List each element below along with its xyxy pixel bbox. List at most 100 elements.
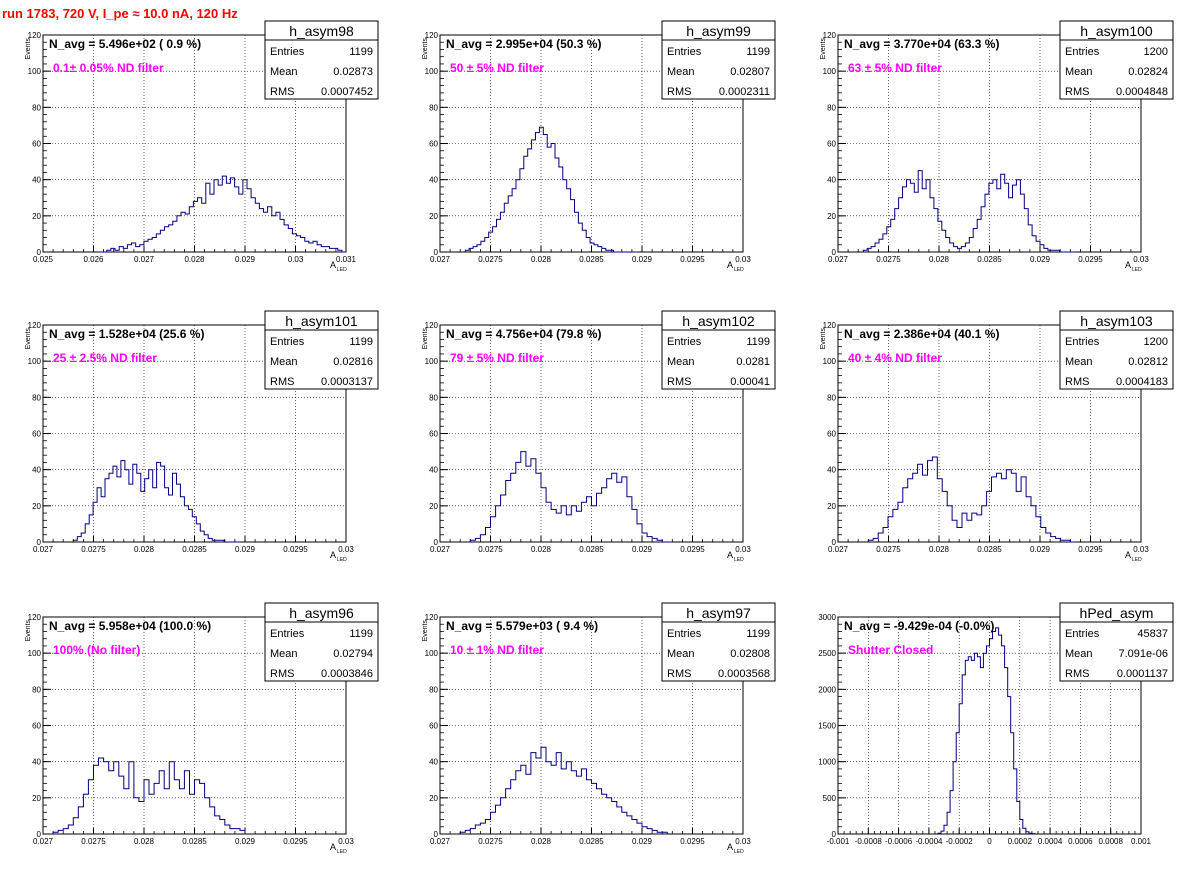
y-tick-label: 40: [32, 758, 41, 767]
stats-value: 0.02808: [730, 648, 770, 660]
navg-label: N_avg = 2.995e+04 (50.3 %): [446, 37, 601, 51]
y-tick-label: 3000: [818, 613, 836, 622]
x-tick-label: 0.0295: [680, 545, 705, 554]
histogram-line: [862, 170, 1076, 253]
filter-label: 63 ± 5% ND filter: [848, 61, 942, 75]
stats-value: 0.0003568: [718, 668, 770, 680]
y-tick-label: 60: [827, 140, 836, 149]
stats-key: RMS: [270, 86, 294, 98]
y-axis-label: Events: [422, 620, 429, 642]
y-axis-label: Events: [25, 328, 32, 350]
stats-value: 0.0003846: [321, 668, 373, 680]
stats-key: Mean: [667, 648, 695, 660]
x-tick-label: -0.0002: [946, 837, 974, 846]
stats-key: Mean: [270, 648, 298, 660]
y-tick-label: 20: [429, 502, 438, 511]
filter-label: 0.1± 0.05% ND filter: [53, 61, 164, 75]
y-tick-label: 40: [827, 176, 836, 185]
histogram-panel: 0.027 0.0275 0.028 0.0285 0.029 0.0295 0.03 0 20…: [25, 310, 379, 563]
y-tick-label: 80: [32, 103, 41, 112]
stats-key: RMS: [667, 668, 691, 680]
x-tick-label: 0.029: [235, 545, 256, 554]
x-axis-label-sub: LED: [337, 557, 347, 563]
histogram-panel: 0.027 0.0275 0.028 0.0285 0.029 0.0295 0.03 0 20…: [422, 602, 776, 855]
y-axis-label: Events: [422, 38, 429, 60]
stats-value: 1199: [349, 336, 373, 348]
y-tick-label: 120: [425, 613, 439, 622]
stats-value: 0.02824: [1128, 66, 1168, 78]
stats-value: 45837: [1137, 628, 1168, 640]
x-tick-label: 0.0295: [283, 837, 308, 846]
y-tick-label: 120: [28, 613, 42, 622]
x-axis-label: A: [1125, 260, 1131, 270]
stats-value: 7.091e-06: [1118, 648, 1168, 660]
navg-label: N_avg = 5.958e+04 (100.0 %): [49, 619, 211, 633]
stats-key: RMS: [1065, 376, 1089, 388]
stats-key: Mean: [270, 356, 298, 368]
navg-label: N_avg = 2.386e+04 (40.1 %): [844, 327, 999, 341]
y-tick-label: 120: [28, 321, 42, 330]
navg-label: N_avg = 1.528e+04 (25.6 %): [49, 327, 204, 341]
stats-key: Mean: [1065, 648, 1093, 660]
x-axis-label: A: [727, 260, 733, 270]
histogram-line: [464, 126, 637, 253]
stats-key: RMS: [1065, 668, 1089, 680]
x-axis-label: A: [1125, 550, 1131, 560]
stats-value: 1200: [1144, 336, 1168, 348]
x-tick-label: 0.029: [632, 545, 653, 554]
stats-key: RMS: [270, 376, 294, 388]
stats-key: Entries: [270, 628, 305, 640]
y-tick-label: 1000: [818, 758, 836, 767]
stats-title: h_asym101: [285, 313, 358, 329]
y-tick-label: 0: [434, 248, 439, 257]
x-axis-label: A: [727, 550, 733, 560]
filter-label: 40 ± 4% ND filter: [848, 351, 942, 365]
y-tick-label: 100: [425, 357, 439, 366]
y-tick-label: 80: [32, 685, 41, 694]
y-tick-label: 0: [434, 830, 439, 839]
x-tick-label: 0.03: [1133, 255, 1149, 264]
y-tick-label: 20: [32, 212, 41, 221]
stats-key: Entries: [667, 336, 702, 348]
stats-key: Mean: [667, 66, 695, 78]
y-tick-label: 80: [429, 685, 438, 694]
x-axis-label: A: [330, 550, 336, 560]
histogram-line: [98, 175, 346, 253]
stats-value: 0.00041: [730, 376, 770, 388]
x-tick-label: 0.0295: [680, 837, 705, 846]
stats-value: 1199: [746, 628, 770, 640]
y-tick-label: 60: [32, 722, 41, 731]
x-tick-label: 0.0285: [579, 545, 604, 554]
x-tick-label: 0.0008: [1098, 837, 1123, 846]
histogram-panel: 0.027 0.0275 0.028 0.0285 0.029 0.0295 0.03 0 20…: [422, 20, 776, 273]
stats-title: h_asym98: [289, 23, 354, 39]
stats-value: 0.02807: [730, 66, 770, 78]
stats-box: [661, 20, 776, 100]
filter-label: 100% (No filter): [53, 643, 140, 657]
stats-value: 0.0002311: [719, 86, 770, 98]
y-tick-label: 60: [429, 430, 438, 439]
stats-key: RMS: [1065, 86, 1089, 98]
page-title: run 1783, 720 V, I_pe ≈ 10.0 nA, 120 Hz: [2, 6, 238, 21]
x-tick-label: 0.028: [531, 545, 552, 554]
y-tick-label: 100: [425, 67, 439, 76]
x-tick-label: 0.0285: [182, 545, 207, 554]
y-tick-label: 2500: [818, 649, 836, 658]
x-tick-label: 0.0275: [478, 837, 503, 846]
y-tick-label: 40: [32, 176, 41, 185]
stats-key: RMS: [667, 376, 691, 388]
stats-box: [264, 310, 379, 390]
x-axis-label-sub: LED: [1132, 267, 1142, 273]
x-tick-label: 0.0275: [81, 837, 106, 846]
stats-box: [1059, 310, 1174, 390]
x-tick-label: -0.0006: [885, 837, 913, 846]
y-tick-label: 60: [32, 430, 41, 439]
navg-label: N_avg = 5.579e+03 ( 9.4 %): [446, 619, 598, 633]
stats-value: 1199: [349, 46, 373, 58]
y-tick-label: 500: [823, 794, 837, 803]
stats-value: 0.0003137: [321, 376, 373, 388]
x-tick-label: 0.029: [1030, 545, 1051, 554]
x-tick-label: 0.028: [531, 837, 552, 846]
x-tick-label: 0.03: [735, 545, 751, 554]
stats-key: Mean: [1065, 66, 1093, 78]
